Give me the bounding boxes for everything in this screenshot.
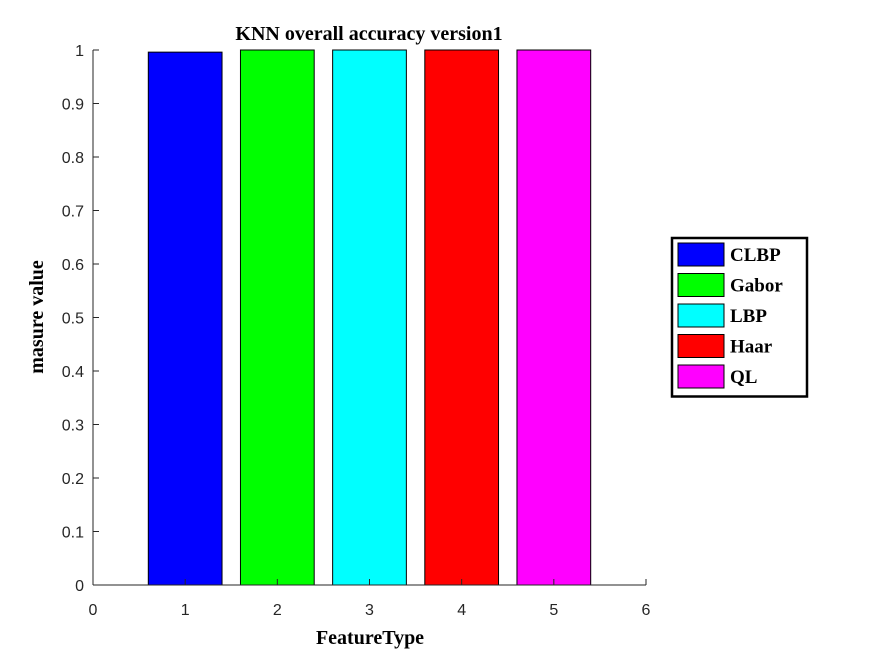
- y-tick-label: 0.4: [62, 364, 84, 381]
- y-tick-label: 0.2: [62, 471, 84, 488]
- legend-swatch-haar: [677, 334, 725, 358]
- y-tick-label: 0.1: [62, 525, 84, 542]
- y-tick-label: 0.9: [62, 97, 84, 114]
- y-axis-ticks: 0 0.1 0.2 0.3 0.4 0.5 0.6 0.7 0.8 0.9 1: [62, 43, 99, 595]
- bar-gabor: [239, 49, 315, 586]
- y-tick-label: 0.8: [62, 150, 84, 167]
- bar-clbp: [147, 51, 223, 586]
- bar-haar: [424, 49, 500, 586]
- y-tick-label: 0.6: [62, 257, 84, 274]
- legend-swatch-lbp: [677, 303, 725, 328]
- x-axis-label: FeatureType: [316, 627, 424, 649]
- legend: CLBP Gabor LBP Haar QL: [670, 236, 809, 398]
- x-tick-label: 5: [549, 602, 558, 619]
- legend-label-ql: QL: [730, 367, 757, 388]
- legend-swatch-gabor: [677, 273, 725, 297]
- legend-label-gabor: Gabor: [730, 276, 783, 297]
- legend-label-haar: Haar: [730, 337, 773, 358]
- y-tick-label: 1: [75, 43, 84, 60]
- x-tick-label: 1: [181, 602, 190, 619]
- x-axis-ticks: 0 1 2 3 4 5 6: [89, 579, 651, 619]
- y-tick-label: 0: [75, 578, 84, 595]
- y-axis-label: masure value: [26, 260, 48, 374]
- x-tick-label: 2: [273, 602, 282, 619]
- x-tick-label: 0: [89, 602, 98, 619]
- legend-swatch-clbp: [677, 242, 725, 267]
- y-tick-label: 0.7: [62, 204, 84, 221]
- y-tick-label: 0.5: [62, 311, 84, 328]
- y-tick-label: 0.3: [62, 418, 84, 435]
- plot-area: [92, 49, 646, 586]
- chart-title: KNN overall accuracy version1: [235, 23, 502, 45]
- x-tick-label: 3: [365, 602, 374, 619]
- bar-lbp: [332, 49, 407, 586]
- legend-label-clbp: CLBP: [730, 245, 781, 266]
- x-tick-label: 6: [642, 602, 651, 619]
- legend-swatch-ql: [677, 364, 725, 389]
- legend-label-lbp: LBP: [730, 306, 767, 327]
- x-tick-label: 4: [457, 602, 466, 619]
- bar-ql: [516, 49, 592, 586]
